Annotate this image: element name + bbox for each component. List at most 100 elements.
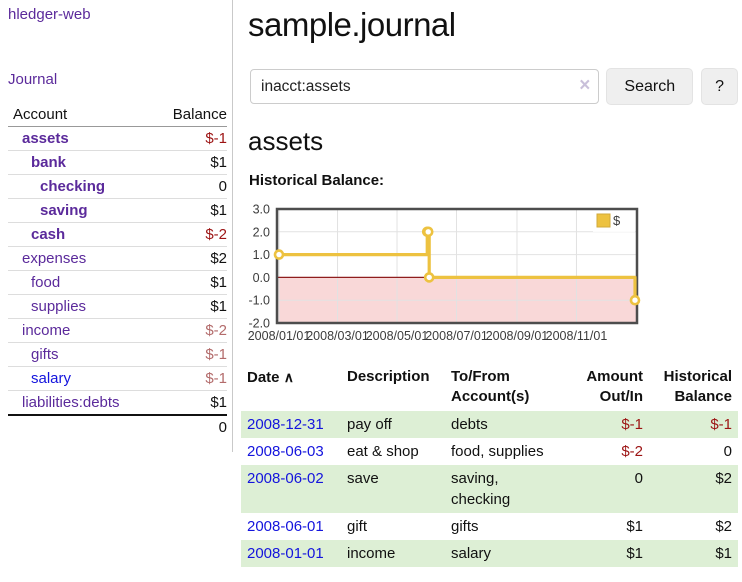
account-column-header: Account [8,103,156,127]
sort-ascending-icon: ∧ [283,369,294,385]
account-balance: $1 [210,393,227,411]
account-row-supplies: supplies $1 [8,294,227,319]
svg-text:2008/11/01: 2008/11/01 [546,329,608,343]
page-title: sample.journal [248,6,456,43]
transaction-accounts: food, supplies [451,443,544,460]
svg-text:-1.0: -1.0 [248,294,270,308]
account-row-salary: salary $-1 [8,366,227,391]
account-balance: $1 [155,198,227,223]
account-link-income[interactable]: income [22,321,71,339]
historical-balance-chart: $3.0 2.0 1.0 0.0 -1.0 -2.0 2008/01/01 2008/03/0… [247,203,727,346]
svg-text:-2.0: -2.0 [248,317,270,331]
search-box: × [250,69,600,104]
account-row-bank: bank $1 [8,150,227,175]
transaction-date-link[interactable]: 2008-01-01 [247,545,324,562]
account-balance: $-2 [155,222,227,247]
transaction-amount: $1 [626,518,643,535]
transaction-description: income [347,545,396,562]
transaction-amount: $-2 [621,443,643,460]
svg-text:2.0: 2.0 [253,225,270,239]
account-row-cash: cash $-2 [8,222,227,247]
search-form: × Search ? [250,68,738,105]
register-header-row: Date ∧ Description To/From Account(s) Am… [241,362,738,411]
account-link-checking[interactable]: checking [40,177,106,195]
clear-search-icon[interactable]: × [579,75,591,96]
transaction-balance: $-1 [710,416,732,433]
search-button[interactable]: Search [606,68,694,105]
account-link-bank[interactable]: bank [31,153,67,171]
svg-text:1.0: 1.0 [253,248,270,262]
account-link-gifts[interactable]: gifts [31,345,59,363]
account-row-checking: checking 0 [8,174,227,199]
account-balance: $2 [155,246,227,271]
search-input[interactable] [250,69,600,104]
svg-text:$: $ [613,213,621,228]
transaction-date-link[interactable]: 2008-06-03 [247,443,324,460]
transaction-balance: $1 [715,545,732,562]
transaction-accounts: debts [451,416,488,433]
svg-text:2008/01/01: 2008/01/01 [248,329,311,343]
account-balance: $-1 [155,126,227,151]
account-row-gifts: gifts $-1 [8,342,227,367]
account-balance: 0 [155,174,227,199]
svg-text:0.0: 0.0 [253,271,270,285]
amount-column-header: Amount Out/In [586,368,643,405]
account-heading: assets [248,126,324,156]
account-balance: $-1 [155,366,227,391]
transaction-accounts: gifts [451,518,479,535]
svg-text:2008/09/01: 2008/09/01 [486,329,549,343]
account-link-expenses[interactable]: expenses [22,249,87,267]
transaction-balance: 0 [723,443,732,460]
svg-text:2008/07/01: 2008/07/01 [425,329,488,343]
account-row-saving: saving $1 [8,198,227,223]
transaction-date-link[interactable]: 2008-12-31 [247,416,324,433]
accounts-total-row: 0 [8,414,227,439]
svg-text:3.0: 3.0 [253,203,270,217]
accounts-column-header: To/From Account(s) [451,368,530,405]
transaction-date-link[interactable]: 2008-06-01 [247,518,324,535]
account-link-assets[interactable]: assets [22,129,69,147]
account-balance: $-2 [155,318,227,343]
account-row-income: income $-2 [8,318,227,343]
accounts-total-value: 0 [155,414,227,439]
account-row-assets: assets $-1 [8,126,227,151]
transaction-description: pay off [347,416,392,433]
transaction-row: 2008-06-03 eat & shop food, supplies $-2… [241,438,738,465]
account-balance: $1 [155,270,227,295]
help-button[interactable]: ? [701,68,738,105]
chart-canvas: $3.0 2.0 1.0 0.0 -1.0 -2.02008/01/012008/03/0… [248,203,641,343]
transaction-date-link[interactable]: 2008-06-02 [247,470,324,487]
svg-text:2008/05/01: 2008/05/01 [366,329,429,343]
transaction-amount: $1 [626,545,643,562]
transaction-amount: 0 [634,470,643,487]
account-link-saving[interactable]: saving [40,201,88,219]
register-table: Date ∧ Description To/From Account(s) Am… [241,362,738,567]
account-link-liabilities-debts[interactable]: liabilities:debts [22,393,120,411]
account-link-cash[interactable]: cash [31,225,66,243]
account-balance: $1 [155,150,227,175]
transaction-row: 2008-12-31 pay off debts $-1 $-1 [241,411,738,438]
transaction-accounts: salary [451,545,492,562]
transaction-row: 2008-01-01 income salary $1 $1 [241,540,738,567]
transaction-balance: $2 [715,518,732,535]
account-link-food[interactable]: food [31,273,61,291]
chart-heading: Historical Balance: [249,172,385,189]
account-balance: $-1 [155,342,227,367]
account-link-salary[interactable]: salary [31,369,72,387]
balance-column-header: Balance [155,103,227,127]
description-column-header: Description [347,368,430,385]
transaction-description: gift [347,518,368,535]
transaction-accounts: saving, checking [451,470,511,508]
account-link-supplies[interactable]: supplies [31,297,87,315]
app-title-link[interactable]: hledger-web [8,6,91,23]
account-balance: $1 [155,294,227,319]
account-row-food: food $1 [8,270,227,295]
account-row-expenses: expenses $2 [8,246,227,271]
transaction-description: eat & shop [347,443,419,460]
transaction-amount: $-1 [621,416,643,433]
transaction-balance: $2 [715,470,732,487]
date-column-header[interactable]: Date ∧ [241,362,341,411]
sidebar-item-journal[interactable]: Journal [8,71,58,88]
accounts-header-row: Account Balance [8,103,227,127]
transaction-row: 2008-06-01 gift gifts $1 $2 [241,513,738,540]
